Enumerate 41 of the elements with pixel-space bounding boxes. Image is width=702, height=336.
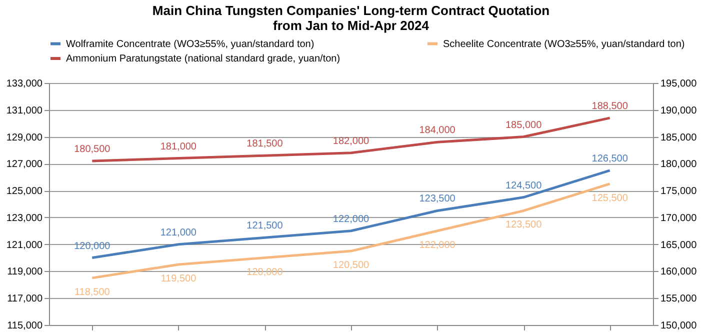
legend-label: Scheelite Concentrate (WO3≥55%, yuan/standard ton) [443,38,685,50]
data-label: 182,000 [332,136,370,147]
y2-tick-label: 190,000 [660,105,698,116]
data-label: 121,000 [160,227,197,238]
y-tick-label: 129,000 [6,132,43,144]
y2-tick-label: 180,000 [660,159,698,170]
data-label: 184,000 [419,125,456,136]
y2-tick-label: 165,000 [660,240,698,251]
y-tick-label: 125,000 [6,186,43,198]
data-label: 185,000 [505,120,542,131]
y-tick-label: 117,000 [7,294,43,305]
y-tick-label: 133,000 [6,78,43,90]
data-label: 180,500 [74,144,111,155]
data-label: 119,500 [160,274,197,284]
legend-label: Wolframite Concentrate (WO3≥55%, yuan/standard ton) [66,38,314,50]
data-label: 118,500 [74,286,110,298]
legend-label: Ammonium Paratungstate (national standard grade, yuan/ton) [66,54,340,64]
y-tick-label: 119,000 [7,266,43,278]
y-tick-label: 123,000 [6,212,43,224]
data-label: 121,500 [246,220,284,232]
y-tick-label: 127,000 [6,159,43,170]
y2-tick-label: 195,000 [660,78,698,90]
data-label: 124,500 [505,180,542,192]
y2-tick-label: 150,000 [660,320,698,332]
data-label: 181,500 [246,138,284,150]
data-label: 123,500 [419,194,456,205]
y2-tick-label: 170,000 [660,212,698,224]
data-label: 188,500 [592,100,628,112]
y2-tick-label: 160,000 [660,266,698,278]
data-label: 126,500 [592,153,628,164]
data-label: 181,000 [160,141,197,152]
y-tick-label: 115,000 [7,320,43,332]
y2-tick-label: 185,000 [660,132,698,144]
chart-title: Main China Tungsten Companies' Long-term Contract Quotation from Jan to Mid-Apr 2024 [152,3,550,33]
y2-tick-label: 155,000 [660,294,698,305]
y-tick-label: 131,000 [6,105,43,116]
y2-tick-label: 175,000 [660,186,698,198]
data-label: 123,500 [505,220,542,231]
data-label: 120,500 [332,260,370,272]
data-label: 125,500 [592,192,628,204]
y-tick-label: 121,000 [6,240,43,251]
